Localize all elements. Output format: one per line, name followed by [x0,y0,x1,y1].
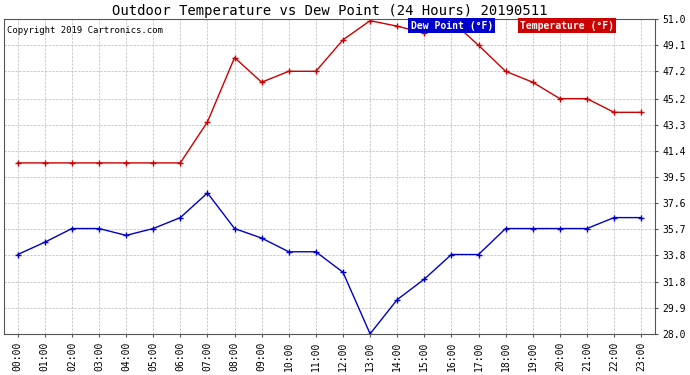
Text: Copyright 2019 Cartronics.com: Copyright 2019 Cartronics.com [8,26,164,34]
Text: Dew Point (°F): Dew Point (°F) [411,21,493,31]
Title: Outdoor Temperature vs Dew Point (24 Hours) 20190511: Outdoor Temperature vs Dew Point (24 Hou… [112,4,547,18]
Text: Temperature (°F): Temperature (°F) [520,21,614,31]
